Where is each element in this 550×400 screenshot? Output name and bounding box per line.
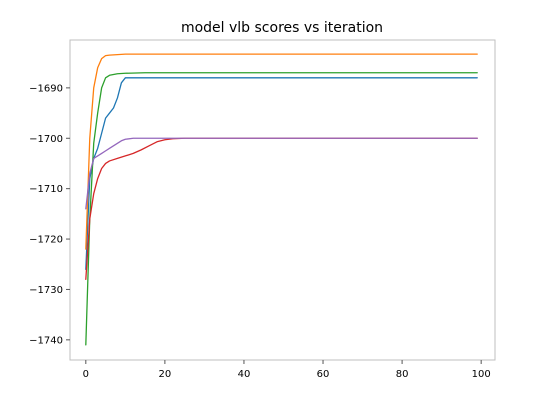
plot-area: 0 20 40 60 80 100 −1740−1730−1720−1710−1700−1… <box>29 39 496 380</box>
y-tick-label: −1710 <box>29 184 63 195</box>
series-line-2 <box>85 53 478 250</box>
x-tick-label: 20 <box>159 369 172 380</box>
y-tick-label: −1700 <box>29 134 63 145</box>
x-tick-label: 100 <box>472 369 491 380</box>
y-tick-label: −1720 <box>29 235 63 246</box>
series-line-5 <box>85 137 478 210</box>
x-axis: 0 20 40 60 80 100 <box>83 360 491 380</box>
x-tick-label: 0 <box>83 369 89 380</box>
series-group <box>85 53 478 346</box>
x-tick-label: 80 <box>396 369 409 380</box>
y-tick-label: −1730 <box>29 285 63 296</box>
plot-frame <box>69 39 496 361</box>
y-tick-label: −1690 <box>29 83 63 94</box>
y-axis: −1740 −1730 −1720 −1710 −1700 −1690 <box>29 83 70 346</box>
x-tick-label: 40 <box>238 369 251 380</box>
chart-title: model vlb scores vs iteration <box>181 20 383 36</box>
y-tick-label: −1740 <box>29 335 63 346</box>
series-line-3 <box>85 72 478 346</box>
series-line-1 <box>85 77 478 270</box>
x-tick-label: 60 <box>317 369 330 380</box>
series-line-4 <box>85 137 478 281</box>
